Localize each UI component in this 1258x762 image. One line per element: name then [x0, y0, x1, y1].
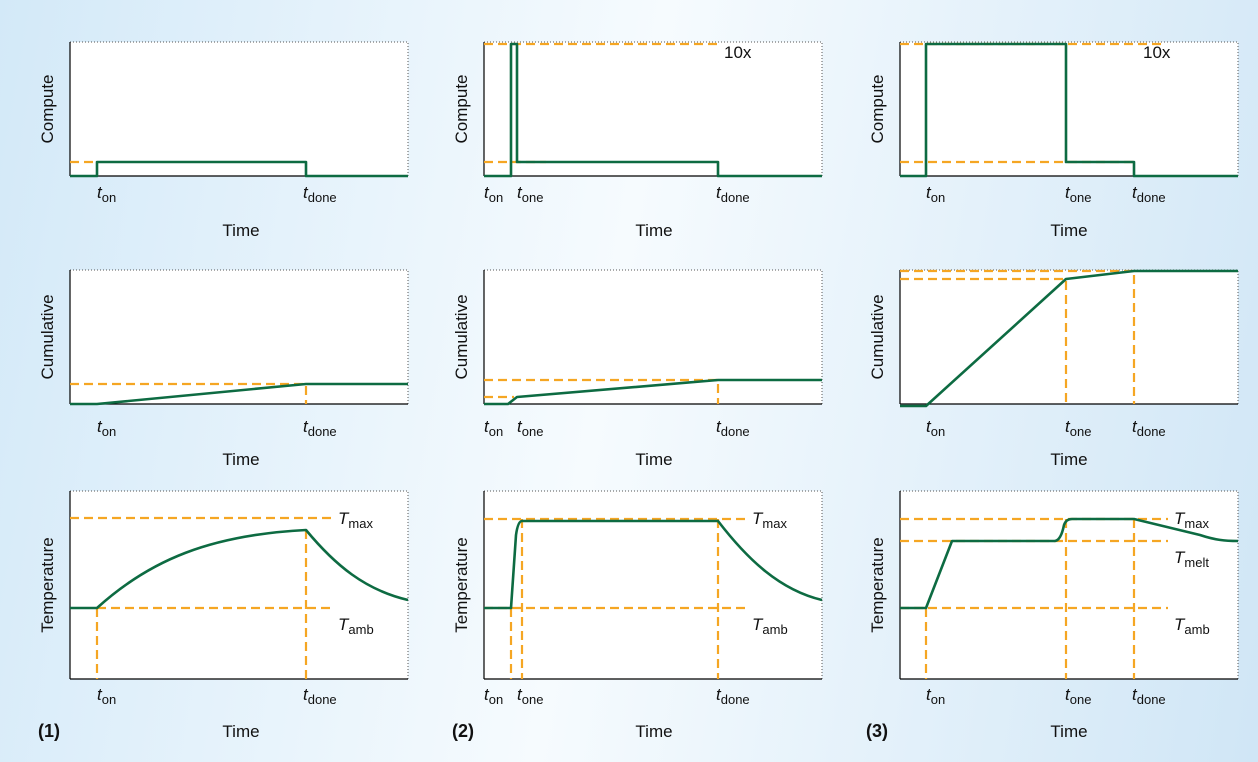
plot-area: [484, 270, 822, 404]
level-t-amb: Tamb: [1174, 615, 1210, 637]
plot-area: [484, 42, 822, 176]
compute-curve: [900, 42, 1238, 178]
cumulative-plot-2: Cumulative ton tone tdone Time: [452, 269, 823, 469]
compute-plot-2: 10x Compute ton tone tdone Time: [452, 41, 823, 240]
tick-t-done: tdone: [1132, 183, 1166, 205]
plot-area: [70, 270, 408, 404]
tick-t-one: tone: [517, 685, 543, 707]
compute-curve: [484, 42, 822, 178]
tick-t-on: ton: [484, 685, 503, 707]
scenario-3: 10x Compute ton tone tdone Time Cumulati…: [866, 41, 1239, 741]
plot-area: [900, 270, 1238, 404]
y-axis-label: Compute: [38, 75, 57, 144]
x-axis-label: Time: [1050, 722, 1087, 741]
tick-t-done: tdone: [303, 183, 337, 205]
temperature-plot-3: Tmax Tmelt Tamb Temperature ton tone tdo…: [868, 490, 1239, 741]
tick-t-one: tone: [1065, 183, 1091, 205]
tick-t-on: ton: [926, 685, 945, 707]
scenario-1: Compute ton tdone Time Cumulative ton td…: [38, 41, 409, 741]
compute-plot-1: Compute ton tdone Time: [38, 41, 409, 240]
tick-t-done: tdone: [716, 685, 750, 707]
cumulative-plot-3: Cumulative ton tone tdone Time: [868, 269, 1239, 469]
y-axis-label: Temperature: [452, 537, 471, 632]
x-axis-label: Time: [1050, 450, 1087, 469]
y-axis-label: Temperature: [868, 537, 887, 632]
cumulative-curve: [900, 269, 1238, 408]
x-axis-label: Time: [635, 221, 672, 240]
level-t-max: Tmax: [752, 509, 787, 531]
compute-curve: [70, 160, 408, 178]
guide-line-high: [900, 269, 1136, 404]
tick-t-done: tdone: [303, 417, 337, 439]
y-axis-label: Cumulative: [868, 294, 887, 379]
tick-t-on: ton: [97, 685, 116, 707]
x-axis-label: Time: [635, 722, 672, 741]
compute-plot-3: 10x Compute ton tone tdone Time: [868, 41, 1239, 240]
temperature-plot-1: Tmax Tamb Temperature ton tdone Time: [38, 490, 409, 741]
temperature-curve: [900, 517, 1239, 610]
tick-t-done: tdone: [303, 685, 337, 707]
tick-t-on: ton: [484, 417, 503, 439]
tick-t-done: tdone: [1132, 417, 1166, 439]
tick-t-done: tdone: [716, 183, 750, 205]
temperature-curve: [70, 528, 409, 610]
y-axis-label: Temperature: [38, 537, 57, 632]
scenario-2: 10x Compute ton tone tdone Time Cumulati…: [452, 41, 823, 741]
y-axis-label: Cumulative: [38, 294, 57, 379]
tick-t-on: ton: [97, 183, 116, 205]
tick-t-one: tone: [1065, 417, 1091, 439]
temperature-plot-2: Tmax Tamb Temperature ton tone tdone Tim…: [452, 490, 823, 741]
y-axis-label: Compute: [452, 75, 471, 144]
cumulative-curve: [484, 378, 822, 406]
annotation-10x: 10x: [724, 43, 752, 62]
cumulative-plot-1: Cumulative ton tdone Time: [38, 269, 409, 469]
plot-area: [484, 491, 822, 679]
plot-area: [900, 491, 1238, 679]
guide-line: [70, 382, 308, 404]
scenario-label: (3): [866, 721, 888, 741]
level-t-amb: Tamb: [752, 615, 788, 637]
temperature-curve: [484, 519, 823, 610]
level-t-amb: Tamb: [338, 615, 374, 637]
cumulative-curve: [70, 382, 408, 406]
x-axis-label: Time: [222, 450, 259, 469]
x-axis-label: Time: [222, 722, 259, 741]
scenario-label: (1): [38, 721, 60, 741]
tick-t-on: ton: [926, 183, 945, 205]
tick-t-one: tone: [517, 183, 543, 205]
x-axis-label: Time: [1050, 221, 1087, 240]
tick-t-one: tone: [1065, 685, 1091, 707]
scenario-label: (2): [452, 721, 474, 741]
y-axis-label: Compute: [868, 75, 887, 144]
plot-area: [70, 42, 408, 176]
y-axis-label: Cumulative: [452, 294, 471, 379]
guide-line-high: [484, 378, 720, 404]
tick-t-on: ton: [926, 417, 945, 439]
tick-t-done: tdone: [1132, 685, 1166, 707]
x-axis-label: Time: [635, 450, 672, 469]
x-axis-label: Time: [222, 221, 259, 240]
level-t-max: Tmax: [338, 509, 373, 531]
plot-area: [900, 42, 1238, 176]
tick-t-on: ton: [97, 417, 116, 439]
tick-t-done: tdone: [716, 417, 750, 439]
tick-t-on: ton: [484, 183, 503, 205]
level-t-max: Tmax: [1174, 509, 1209, 531]
tick-t-one: tone: [517, 417, 543, 439]
level-t-melt: Tmelt: [1174, 548, 1209, 570]
annotation-10x: 10x: [1143, 43, 1171, 62]
